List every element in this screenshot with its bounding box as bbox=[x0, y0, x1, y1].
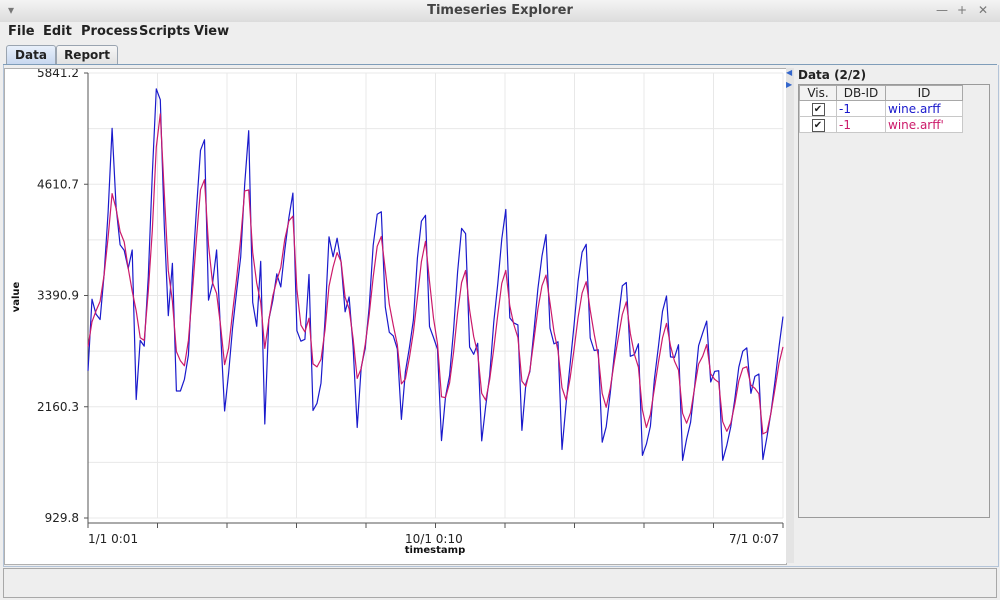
menu-scripts[interactable]: Scripts bbox=[139, 24, 191, 39]
data-panel: Data (2/2) Vis. DB-ID ID ✔ -1 wine.arff … bbox=[794, 68, 994, 563]
menu-edit[interactable]: Edit bbox=[43, 24, 72, 39]
table-header-row: Vis. DB-ID ID bbox=[799, 85, 963, 101]
menu-process[interactable]: Process bbox=[81, 24, 138, 39]
y-tick-label: 929.8 bbox=[45, 511, 79, 525]
chart-axes bbox=[84, 72, 784, 528]
menu-view[interactable]: View bbox=[194, 24, 230, 39]
status-bar bbox=[3, 568, 997, 598]
dbid-cell: -1 bbox=[836, 116, 886, 133]
close-icon[interactable]: ✕ bbox=[978, 3, 989, 17]
vis-cell[interactable]: ✔ bbox=[799, 100, 837, 117]
column-header-id[interactable]: ID bbox=[885, 85, 963, 101]
column-header-dbid[interactable]: DB-ID bbox=[836, 85, 886, 101]
menu-file[interactable]: File bbox=[8, 24, 35, 39]
vis-cell[interactable]: ✔ bbox=[799, 116, 837, 133]
series-line-0 bbox=[87, 88, 784, 461]
x-tick-labels: 1/1 0:01 10/1 0:10 7/1 0:07 bbox=[88, 532, 779, 546]
y-tick-label: 5841.2 bbox=[37, 69, 79, 80]
title-bar: ▾ Timeseries Explorer — + ✕ bbox=[0, 0, 1000, 23]
y-tick-labels: 5841.2 4610.7 3390.9 2160.3 929.8 bbox=[37, 66, 79, 525]
window-menu-icon[interactable]: ▾ bbox=[8, 3, 15, 17]
data-table: Vis. DB-ID ID ✔ -1 wine.arff ✔ -1 wine.a… bbox=[799, 85, 963, 133]
y-tick-label: 2160.3 bbox=[37, 400, 79, 414]
y-axis-title: value bbox=[11, 281, 22, 312]
tab-divider bbox=[3, 64, 997, 65]
data-table-container: Vis. DB-ID ID ✔ -1 wine.arff ✔ -1 wine.a… bbox=[798, 84, 990, 518]
x-tick-label: 10/1 0:10 bbox=[405, 532, 463, 546]
x-tick-label: 7/1 0:07 bbox=[729, 532, 779, 546]
table-row[interactable]: ✔ -1 wine.arff bbox=[799, 100, 963, 117]
window-title: Timeseries Explorer bbox=[427, 3, 573, 18]
menu-bar: File Edit Process Scripts View bbox=[0, 22, 1000, 42]
column-header-vis[interactable]: Vis. bbox=[799, 85, 837, 101]
collapse-left-icon[interactable]: ◀ bbox=[786, 68, 793, 77]
tab-data[interactable]: Data bbox=[6, 45, 56, 65]
series-lines bbox=[87, 88, 784, 461]
data-panel-title: Data (2/2) bbox=[798, 68, 867, 82]
tab-report[interactable]: Report bbox=[56, 45, 118, 65]
x-tick-label: 1/1 0:01 bbox=[88, 532, 138, 546]
y-tick-label: 4610.7 bbox=[37, 177, 79, 191]
table-row[interactable]: ✔ -1 wine.arff' bbox=[799, 116, 963, 133]
plot-panel[interactable]: 5841.2 4610.7 3390.9 2160.3 929.8 1/1 0:… bbox=[4, 66, 787, 565]
visible-checkbox[interactable]: ✔ bbox=[811, 119, 825, 132]
series-line-1 bbox=[87, 113, 784, 435]
id-cell: wine.arff bbox=[885, 100, 963, 117]
maximize-icon[interactable]: + bbox=[957, 3, 968, 17]
dbid-cell: -1 bbox=[836, 100, 886, 117]
tab-bar: Data Report bbox=[0, 43, 1000, 65]
collapse-right-icon[interactable]: ▶ bbox=[786, 80, 793, 89]
y-tick-label: 3390.9 bbox=[37, 289, 79, 303]
visible-checkbox[interactable]: ✔ bbox=[811, 103, 825, 116]
minimize-icon[interactable]: — bbox=[936, 3, 948, 17]
id-cell: wine.arff' bbox=[885, 116, 963, 133]
timeseries-chart: 5841.2 4610.7 3390.9 2160.3 929.8 1/1 0:… bbox=[11, 66, 784, 556]
split-pane-divider[interactable]: ◀ ▶ bbox=[786, 68, 794, 563]
x-axis-title: timestamp bbox=[405, 545, 465, 556]
